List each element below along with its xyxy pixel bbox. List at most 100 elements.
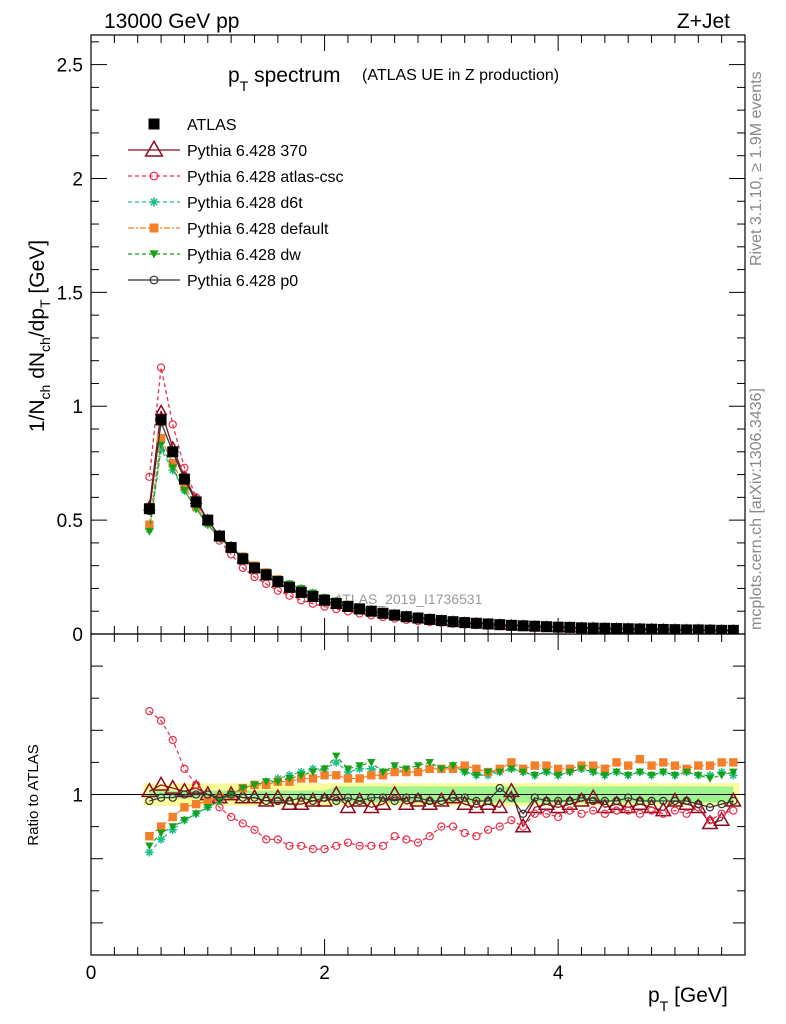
- ratio-pythia-6-428-370-point: [386, 785, 404, 801]
- ratio-pythia-6-428-atlas-csc-point: [612, 806, 621, 815]
- ratio-pythia-6-428-dw-point: [402, 765, 411, 774]
- ratio-pythia-6-428-default-point: [694, 761, 703, 770]
- ratio-pythia-6-428-370-point: [654, 801, 672, 817]
- atlas-point: [307, 590, 319, 602]
- atlas-point: [143, 503, 155, 515]
- pythia-6-428-atlas-csc-point: [168, 420, 177, 429]
- legend-entry-pythia-6-428-dw: Pythia 6.428 dw: [128, 247, 301, 264]
- ratio-pythia-6-428-atlas-csc-point: [297, 841, 306, 851]
- atlas-point: [704, 624, 716, 634]
- atlas-point: [482, 618, 494, 630]
- atlas-point: [377, 607, 389, 619]
- ratio-pythia-6-428-default-point: [180, 803, 189, 812]
- ratio-pythia-6-428-p0-point: [589, 796, 598, 806]
- ratio-pythia-6-428-dw-point: [378, 768, 388, 777]
- legend-marker: [148, 118, 160, 130]
- atlas-point: [681, 624, 693, 634]
- atlas-point: [599, 622, 611, 634]
- ratio-pythia-6-428-atlas-csc-point: [413, 838, 423, 847]
- ratio-pythia-6-428-atlas-csc-point: [332, 841, 341, 851]
- ratio-pythia-6-428-dw-point: [495, 768, 504, 777]
- ratio-series-pythia-6-428-atlas-csc: [145, 706, 738, 854]
- ratio-pythia-6-428-p0-point: [635, 796, 645, 806]
- header-left: 13000 GeV pp: [104, 10, 239, 33]
- ratio-pythia-6-428-p0-point: [530, 793, 539, 802]
- legend: ATLAS Pythia 6.428 370 Pythia 6.428 atlas-…: [128, 117, 344, 290]
- ratio-pythia-6-428-d6t-point: [332, 758, 341, 767]
- ratio-pythia-6-428-default-point: [647, 761, 656, 770]
- ratio-pythia-6-428-dw-point: [682, 768, 691, 777]
- ratio-pythia-6-428-dw-point: [156, 829, 166, 838]
- ratio-pythia-6-428-atlas-csc-point: [542, 809, 551, 818]
- ratio-pythia-6-428-default-point: [191, 799, 201, 809]
- ratio-pythia-6-428-default-point: [588, 761, 598, 770]
- ratio-pythia-6-428-dw-point: [553, 771, 563, 780]
- ratio-pythia-6-428-default-point: [705, 761, 715, 770]
- atlas-point: [330, 597, 342, 609]
- atlas-point: [424, 613, 436, 625]
- legend-label: Pythia 6.428 p0: [187, 273, 298, 290]
- ratio-pythia-6-428-dw-point: [588, 768, 598, 777]
- title-paren: (ATLAS UE in Z production): [362, 67, 559, 84]
- ratio-pythia-6-428-p0-point: [297, 793, 306, 802]
- ratio-pythia-6-428-dw-point: [413, 762, 423, 770]
- ratio-pythia-6-428-p0-point: [694, 799, 703, 809]
- ratio-pythia-6-428-dw-point: [367, 759, 376, 767]
- ratio-pythia-6-428-default-point: [659, 758, 668, 767]
- ratio-pythia-6-428-p0-point: [156, 793, 166, 802]
- title-word: spectrum: [248, 64, 340, 87]
- ratio-pythia-6-428-atlas-csc-point: [145, 706, 154, 716]
- pythia-6-428-dw-point: [145, 528, 154, 536]
- ratio-pythia-6-428-p0-point: [437, 796, 446, 806]
- ratio-pythia-6-428-p0-point: [729, 796, 738, 806]
- atlas-point: [178, 473, 190, 485]
- ratio-pythia-6-428-p0-point: [542, 796, 551, 806]
- ratio-pythia-6-428-p0-point: [518, 809, 528, 818]
- ratio-pythia-6-428-p0-point: [273, 796, 283, 806]
- ratio-pythia-6-428-p0-point: [553, 796, 563, 806]
- legend-label: Pythia 6.428 dw: [187, 247, 301, 264]
- ratio-pythia-6-428-dw-point: [577, 765, 586, 774]
- svg-text:pT [GeV]: pT [GeV]: [648, 984, 728, 1014]
- ratio-pythia-6-428-default-point: [460, 761, 469, 770]
- ratio-pythia-6-428-p0-point: [168, 793, 177, 802]
- ratio-pythia-6-428-p0-point: [612, 796, 621, 806]
- ratio-pythia-6-428-atlas-csc-point: [483, 825, 493, 834]
- legend-entry-pythia-6-428-atlas-csc: Pythia 6.428 atlas-csc: [128, 169, 344, 186]
- ratio-pythia-6-428-atlas-csc-point: [682, 809, 691, 818]
- ratio-pythia-6-428-370-point: [467, 798, 485, 814]
- legend-label: Pythia 6.428 default: [187, 221, 329, 238]
- ratio-pythia-6-428-dw-point: [483, 768, 493, 777]
- main-ytick-label: 1: [72, 397, 83, 418]
- ratio-pythia-6-428-370-point: [152, 775, 170, 791]
- ratio-pythia-6-428-p0-point: [413, 793, 423, 802]
- ratio-pythia-6-428-dw-point: [261, 778, 271, 786]
- atlas-point: [295, 586, 307, 598]
- ratio-pythia-6-428-dw-point: [191, 810, 201, 818]
- ratio-pythia-6-428-atlas-csc-point: [448, 822, 458, 831]
- ratio-pythia-6-428-dw-point: [659, 768, 668, 777]
- ratio-pythia-6-428-dw-point: [507, 765, 516, 774]
- pythia-6-428-dw-point: [168, 464, 177, 472]
- ratio-pythia-6-428-p0-point: [472, 796, 481, 806]
- pythia-6-428-default-point: [168, 458, 177, 468]
- ratio-pythia-6-428-d6t-point: [367, 764, 376, 774]
- pythia-6-428-default-point: [156, 433, 166, 443]
- ratio-pythia-6-428-default-point: [367, 771, 376, 780]
- atlas-point: [634, 623, 646, 634]
- ratio-pythia-6-428-dw-point: [518, 768, 528, 777]
- pythia-6-428-atlas-csc-point: [262, 579, 271, 589]
- legend-label: Pythia 6.428 370: [187, 143, 307, 160]
- ratio-pythia-6-428-p0-point: [355, 796, 364, 806]
- xtick-label: 2: [319, 963, 330, 984]
- atlas-point: [564, 621, 576, 633]
- ratio-pythia-6-428-default-point: [343, 774, 353, 783]
- ratio-ytick-label: 1: [72, 786, 83, 807]
- ratio-pythia-6-428-atlas-csc-point: [168, 735, 177, 745]
- ratio-pythia-6-428-370-point: [596, 798, 614, 814]
- ratio-pythia-6-428-dw-point: [705, 775, 715, 783]
- ratio-pythia-6-428-dw-point: [612, 768, 621, 777]
- ratio-pythia-6-428-atlas-csc-point: [191, 780, 201, 790]
- main-ytick-label: 1.5: [57, 283, 83, 304]
- ratio-pythia-6-428-atlas-csc-point: [565, 806, 574, 815]
